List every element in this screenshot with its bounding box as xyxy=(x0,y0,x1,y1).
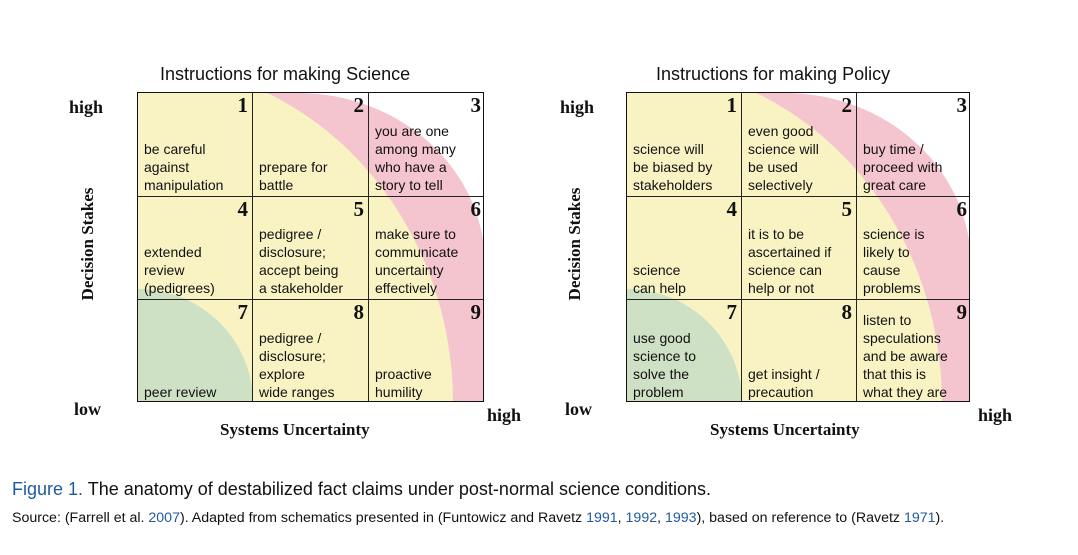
cell-text: make sure to communicate uncertainty eff… xyxy=(375,226,459,296)
source-text: Source: (Farrell et al. xyxy=(12,510,149,526)
science-cell-5: 5 pedigree / disclosure; accept being a … xyxy=(253,197,369,300)
figure-caption: Figure 1. The anatomy of destabilized fa… xyxy=(12,479,711,500)
cell-number: 5 xyxy=(353,197,365,221)
figure-label: Figure 1. xyxy=(12,479,84,499)
policy-cell-6: 6 science is likely to cause problems xyxy=(857,197,969,300)
policy-white-zone xyxy=(785,93,969,241)
science-cell-1: 1 be careful against manipulation xyxy=(138,93,253,197)
cell-number: 7 xyxy=(237,300,249,324)
cell-text: science can help xyxy=(633,262,686,296)
cell-number: 9 xyxy=(956,300,968,324)
cell-number: 5 xyxy=(841,197,853,221)
cell-text: proactive humility xyxy=(375,366,432,400)
policy-grid: 1 science will be biased by stakeholders… xyxy=(626,92,970,402)
science-cell-2: 2 prepare for battle xyxy=(253,93,369,197)
ref-link-2007[interactable]: 2007 xyxy=(148,510,180,526)
science-green-zone xyxy=(138,289,253,401)
cell-text: listen to speculations and be aware that… xyxy=(863,312,948,400)
science-y-high-label: high xyxy=(69,97,104,117)
cell-number: 2 xyxy=(841,93,853,117)
cell-number: 1 xyxy=(726,93,738,117)
cell-text: use good science to solve the problem xyxy=(633,330,697,400)
ref-link-1992[interactable]: 1992 xyxy=(625,510,658,526)
cell-number: 4 xyxy=(237,197,249,221)
ref-link-1993[interactable]: 1993 xyxy=(665,510,697,526)
cell-number: 8 xyxy=(353,300,365,324)
source-text: , xyxy=(617,510,626,526)
source-line: Source: (Farrell et al. 2007). Adapted f… xyxy=(12,510,944,526)
science-zone-background xyxy=(138,93,483,401)
cell-number: 9 xyxy=(470,300,482,324)
cell-text: pedigree / disclosure; accept being a st… xyxy=(259,226,344,296)
science-cell-7: 7 peer review xyxy=(138,300,253,401)
cell-text: you are one among many who have a story … xyxy=(375,123,456,193)
cell-text: science is likely to cause problems xyxy=(863,226,925,296)
cell-number: 1 xyxy=(237,93,249,117)
cell-text: it is to be ascertained if science can h… xyxy=(748,226,832,296)
cell-text: peer review xyxy=(144,384,217,400)
policy-cell-1: 1 science will be biased by stakeholders xyxy=(627,93,742,197)
policy-cell-5: 5 it is to be ascertained if science can… xyxy=(742,197,857,300)
policy-green-zone xyxy=(627,289,742,401)
policy-cell-8: 8 get insight / precaution xyxy=(742,300,857,401)
policy-cell-4: 4 science can help xyxy=(627,197,742,300)
policy-cell-3: 3 buy time / proceed with great care xyxy=(857,93,969,197)
cell-number: 8 xyxy=(841,300,853,324)
cell-number: 4 xyxy=(726,197,738,221)
cell-number: 3 xyxy=(470,93,482,117)
policy-cell-9: 9 listen to speculations and be aware th… xyxy=(857,300,969,401)
science-cell-6: 6 make sure to communicate uncertainty e… xyxy=(369,197,483,300)
cell-number: 2 xyxy=(353,93,365,117)
policy-cell-2: 2 even good science will be used selecti… xyxy=(742,93,857,197)
cell-text: science will be biased by stakeholders xyxy=(633,141,713,193)
science-cell-3: 3 you are one among many who have a stor… xyxy=(369,93,483,197)
cell-text: buy time / proceed with great care xyxy=(863,141,943,193)
cell-number: 7 xyxy=(726,300,738,324)
policy-panel-title: Instructions for making Policy xyxy=(656,64,891,84)
policy-cell-7: 7 use good science to solve the problem xyxy=(627,300,742,401)
cell-text: get insight / precaution xyxy=(748,366,820,400)
policy-y-high-label: high xyxy=(560,97,595,117)
source-text: , xyxy=(657,510,665,526)
cell-text: even good science will be used selective… xyxy=(748,123,819,193)
source-text: ). xyxy=(935,510,945,526)
source-text: ), based on reference to (Ravetz xyxy=(696,510,904,526)
policy-x-high-label: high xyxy=(978,405,1013,425)
science-cell-4: 4 extended review (pedigrees) xyxy=(138,197,253,300)
science-cell-9: 9 proactive humility xyxy=(369,300,483,401)
cell-number: 3 xyxy=(956,93,968,117)
cell-text: extended review (pedigrees) xyxy=(144,244,215,296)
science-grid: 1 be careful against manipulation 2 prep… xyxy=(137,92,484,402)
policy-y-axis-label: Decision Stakes xyxy=(565,187,584,301)
cell-number: 6 xyxy=(956,197,968,221)
cell-number: 6 xyxy=(470,197,482,221)
caption-text: The anatomy of destabilized fact claims … xyxy=(83,479,712,499)
science-x-high-label: high xyxy=(487,405,522,425)
policy-zone-background xyxy=(627,93,969,401)
science-y-axis-label: Decision Stakes xyxy=(78,187,97,301)
policy-x-axis-label: Systems Uncertainty xyxy=(710,420,860,439)
cell-text: prepare for battle xyxy=(259,159,328,193)
ref-link-1971[interactable]: 1971 xyxy=(903,510,936,526)
cell-text: be careful against manipulation xyxy=(144,141,224,193)
science-panel-title: Instructions for making Science xyxy=(160,64,411,84)
science-cell-8: 8 pedigree / disclosure; explore wide ra… xyxy=(253,300,369,401)
source-text: ). Adapted from schematics presented in … xyxy=(179,510,587,526)
cell-text: pedigree / disclosure; explore wide rang… xyxy=(259,330,335,400)
science-x-axis-label: Systems Uncertainty xyxy=(220,420,370,439)
policy-y-low-label: low xyxy=(565,399,592,419)
science-white-zone xyxy=(298,93,483,241)
science-y-low-label: low xyxy=(74,399,101,419)
ref-link-1991[interactable]: 1991 xyxy=(586,510,618,526)
